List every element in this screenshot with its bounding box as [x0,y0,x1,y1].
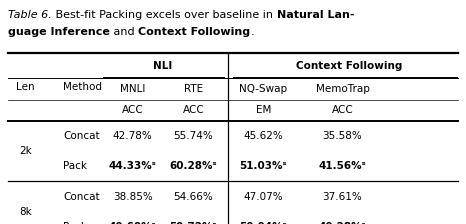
Text: 8k: 8k [19,207,32,217]
Text: NLI: NLI [153,60,173,71]
Text: 35.58%: 35.58% [322,131,363,141]
Text: 42.78%: 42.78% [113,131,153,141]
Text: ACC: ACC [122,105,144,115]
Text: and: and [110,27,138,37]
Text: MNLI: MNLI [120,84,145,94]
Text: Context Following: Context Following [296,60,403,71]
Text: 40.60%ˢ: 40.60%ˢ [109,222,157,224]
Text: .: . [251,27,254,37]
Text: 44.33%ˢ: 44.33%ˢ [109,161,157,171]
Text: Concat: Concat [63,131,100,141]
Text: 45.62%: 45.62% [243,131,283,141]
Text: ACC: ACC [332,105,353,115]
Text: RTE: RTE [184,84,203,94]
Text: Pack: Pack [63,222,87,224]
Text: 51.03%ˢ: 51.03%ˢ [240,161,287,171]
Text: Table 6.: Table 6. [8,10,52,20]
Text: 54.66%: 54.66% [173,192,213,202]
Text: EM: EM [256,105,271,115]
Text: 38.85%: 38.85% [113,192,153,202]
Text: guage Inference: guage Inference [8,27,110,37]
Text: 2k: 2k [19,146,32,156]
Text: Len: Len [16,82,35,92]
Text: 37.61%: 37.61% [322,192,363,202]
Text: 59.72%ˢ: 59.72%ˢ [170,222,217,224]
Text: ACC: ACC [183,105,204,115]
Text: 40.28%ˢ: 40.28%ˢ [319,222,366,224]
Text: Method: Method [63,82,102,92]
Text: 50.04%ˢ: 50.04%ˢ [240,222,287,224]
Text: MemoTrap: MemoTrap [315,84,370,94]
Text: Context Following: Context Following [138,27,251,37]
Text: 47.07%: 47.07% [243,192,283,202]
Text: Pack: Pack [63,161,87,171]
Text: 60.28%ˢ: 60.28%ˢ [170,161,217,171]
Text: NQ-Swap: NQ-Swap [239,84,288,94]
Text: Best-fit Packing excels over baseline in: Best-fit Packing excels over baseline in [52,10,277,20]
Text: 41.56%ˢ: 41.56%ˢ [319,161,366,171]
Text: 55.74%: 55.74% [173,131,213,141]
Text: Natural Lan-: Natural Lan- [277,10,354,20]
Text: Concat: Concat [63,192,100,202]
